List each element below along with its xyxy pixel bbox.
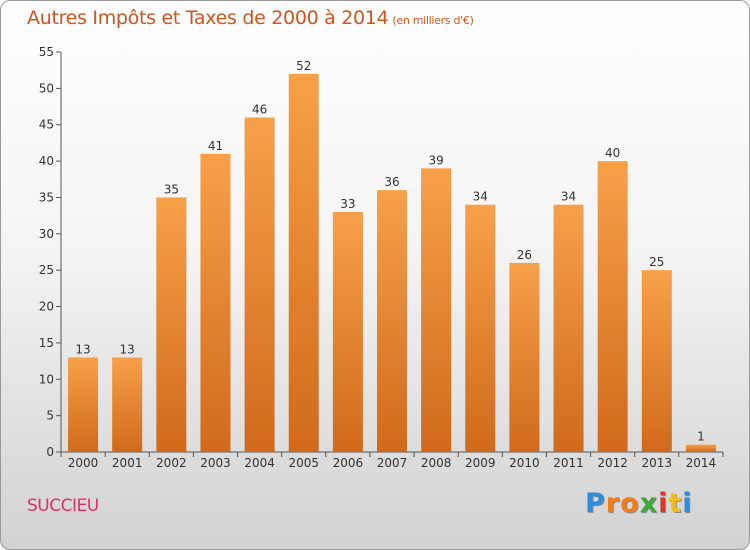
bar xyxy=(553,204,584,452)
x-tick-label: 2006 xyxy=(333,456,364,470)
data-label: 46 xyxy=(252,102,267,116)
data-label: 1 xyxy=(697,430,705,444)
x-tick-label: 2009 xyxy=(465,456,496,470)
bar xyxy=(685,444,716,452)
logo-letter: P xyxy=(585,488,606,519)
x-tick-label: 2012 xyxy=(597,456,628,470)
proxiti-logo: Proxiti xyxy=(585,488,693,519)
bar xyxy=(465,204,496,452)
x-tick-label: 2003 xyxy=(200,456,231,470)
bar xyxy=(421,168,452,452)
y-tick-label: 5 xyxy=(46,409,54,423)
y-tick-label: 10 xyxy=(39,372,54,386)
bar xyxy=(288,73,319,453)
bar xyxy=(376,190,408,452)
y-tick-label: 0 xyxy=(46,445,54,459)
x-tick-label: 2004 xyxy=(244,456,275,470)
x-tick-label: 2002 xyxy=(156,456,187,470)
data-label: 26 xyxy=(517,248,532,262)
data-label: 34 xyxy=(473,190,488,204)
bar xyxy=(244,117,275,453)
bar xyxy=(597,161,628,452)
logo-letter: x xyxy=(639,488,659,519)
logo-letter: t xyxy=(668,488,683,519)
y-tick-label: 15 xyxy=(39,336,54,350)
data-label: 13 xyxy=(120,342,135,356)
y-tick-label: 55 xyxy=(39,45,54,59)
y-tick-label: 35 xyxy=(39,190,54,204)
data-label: 34 xyxy=(561,190,576,204)
data-label: 40 xyxy=(605,146,620,160)
x-tick-label: 2007 xyxy=(377,456,408,470)
commune-name: SUCCIEU xyxy=(27,496,99,516)
logo-letter: i xyxy=(682,488,693,519)
data-label: 13 xyxy=(75,342,90,356)
y-tick-label: 20 xyxy=(39,300,54,314)
data-label: 41 xyxy=(208,139,223,153)
chart-title: Autres Impôts et Taxes de 2000 à 2014 (en… xyxy=(27,7,474,29)
logo-letter: o xyxy=(620,488,640,519)
bar xyxy=(200,153,231,452)
bar xyxy=(332,212,363,452)
chart-unit: (en milliers d'€) xyxy=(392,14,474,27)
data-label: 33 xyxy=(340,197,355,211)
bar xyxy=(156,197,187,452)
bar xyxy=(641,270,672,452)
logo-letter: r xyxy=(605,488,621,519)
bar xyxy=(509,262,540,452)
data-label: 52 xyxy=(296,59,311,73)
bar xyxy=(68,357,99,452)
x-tick-label: 2010 xyxy=(509,456,540,470)
x-tick-label: 2008 xyxy=(421,456,452,470)
bar xyxy=(112,357,143,452)
data-label: 25 xyxy=(649,255,664,269)
x-tick-label: 2013 xyxy=(642,456,673,470)
y-tick-label: 45 xyxy=(39,118,54,132)
data-label: 35 xyxy=(164,182,179,196)
y-tick-label: 30 xyxy=(39,227,54,241)
x-tick-label: 2005 xyxy=(288,456,319,470)
x-tick-label: 2014 xyxy=(686,456,717,470)
x-tick-label: 2001 xyxy=(112,456,143,470)
x-tick-label: 2000 xyxy=(68,456,99,470)
data-label: 39 xyxy=(428,153,443,167)
data-label: 36 xyxy=(384,175,399,189)
y-tick-label: 25 xyxy=(39,263,54,277)
y-tick-label: 50 xyxy=(39,81,54,95)
logo-letter: i xyxy=(658,488,669,519)
chart-title-text: Autres Impôts et Taxes de 2000 à 2014 xyxy=(27,7,389,29)
x-tick-label: 2011 xyxy=(553,456,584,470)
y-tick-label: 40 xyxy=(39,154,54,168)
